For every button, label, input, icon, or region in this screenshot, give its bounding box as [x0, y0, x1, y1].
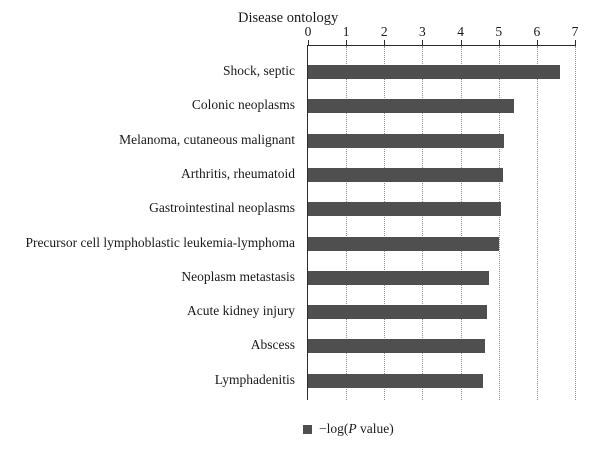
- category-label: Shock, septic: [223, 63, 295, 78]
- gridline: [498, 46, 500, 400]
- chart-title: Disease ontology: [238, 10, 339, 26]
- legend-label-prefix: −log(: [319, 421, 349, 436]
- legend-label-suffix: value): [356, 421, 394, 436]
- bar: [308, 305, 488, 320]
- plot-area: 0 1 2 3 4 5 6 7: [305, 25, 578, 400]
- gridline: [346, 46, 348, 400]
- x-axis-tick-mark: [536, 40, 538, 46]
- x-axis-tick-mark: [498, 40, 500, 46]
- gridline: [536, 46, 538, 400]
- legend-label: −log(P value): [319, 421, 394, 437]
- x-axis-tick-mark: [422, 40, 424, 46]
- category-label-column: Shock, septic Colonic neoplasms Melanoma, …: [0, 45, 301, 400]
- category-label: Gastrointestinal neoplasms: [149, 200, 295, 216]
- x-axis-tick-mark: [460, 40, 462, 46]
- category-label: Neoplasm metastasis: [181, 268, 295, 284]
- x-axis-tick-label: 3: [419, 24, 426, 39]
- category-label: Melanoma, cutaneous malignant: [119, 131, 295, 147]
- gridline: [384, 46, 386, 400]
- gridline: [422, 46, 424, 400]
- x-axis-tick-mark: [346, 40, 348, 46]
- category-label: Abscess: [250, 337, 295, 353]
- x-axis-tick-mark: [384, 40, 386, 46]
- category-label: Precursor cell lymphoblastic leukemia-ly…: [25, 234, 295, 250]
- legend-swatch: [303, 424, 312, 434]
- bar: [308, 167, 503, 182]
- legend: −log(P value): [303, 421, 394, 437]
- bar: [308, 339, 486, 354]
- x-axis-tick-mark: [308, 40, 309, 46]
- x-axis-tick-label: 0: [304, 24, 312, 39]
- x-axis-tick-mark: [575, 40, 576, 46]
- x-axis-tick-label: 4: [457, 24, 464, 39]
- bar: [308, 202, 501, 217]
- x-axis-tick-label: 2: [380, 24, 388, 39]
- category-label: Arthritis, rheumatoid: [181, 165, 295, 181]
- bar: [308, 373, 484, 388]
- category-label: Acute kidney injury: [187, 303, 295, 319]
- legend-label-italic-p: P: [348, 421, 357, 436]
- gridline: [460, 46, 462, 400]
- bar: [308, 133, 505, 148]
- x-axis-tick-label: 6: [533, 24, 541, 39]
- bar: [308, 99, 514, 114]
- bar: [308, 236, 499, 251]
- x-axis-tick-label: 7: [571, 24, 579, 39]
- bar: [308, 270, 490, 285]
- bar: [308, 65, 560, 79]
- category-label: Lymphadenitis: [214, 371, 295, 387]
- category-label: Colonic neoplasms: [191, 97, 295, 113]
- x-axis-tick-label: 5: [495, 24, 503, 39]
- x-axis-tick-label: 1: [342, 24, 350, 39]
- gridline: [575, 46, 576, 400]
